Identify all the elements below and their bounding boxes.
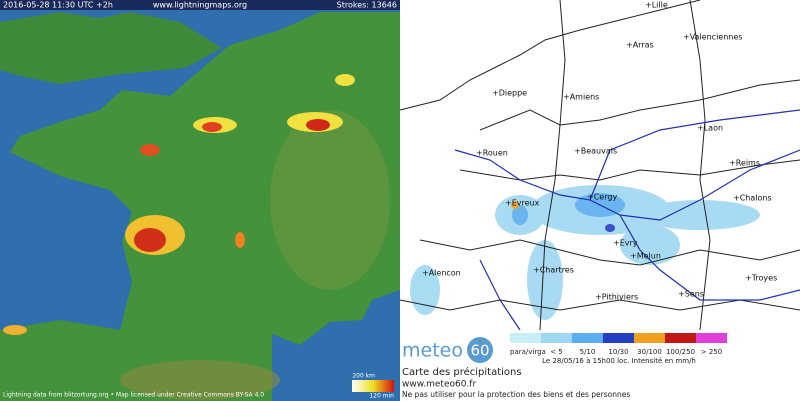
url: www.meteo60.fr [402, 380, 476, 390]
disclaimer: Ne pas utiliser pour la protection des b… [402, 390, 630, 399]
legend-label: 5/10 [580, 348, 596, 356]
city-label: +Beauvais [574, 147, 617, 156]
relief [120, 360, 280, 400]
legend-label: 10/30 [608, 348, 628, 356]
legend-label: > 250 [701, 348, 722, 356]
legend-label: 30/100 [637, 348, 662, 356]
legend-swatch [572, 333, 603, 343]
city-label: +Laon [697, 124, 723, 133]
scale-distance: 200 km [352, 373, 375, 380]
city-label: +Rouen [476, 149, 508, 158]
continent [0, 12, 400, 401]
timestamp: 2016-05-28 11:30 UTC +2h [3, 1, 113, 10]
legend-swatch [541, 333, 572, 343]
precip-map [400, 0, 800, 330]
city-label: +Lille [645, 1, 668, 10]
legend-swatch [510, 333, 541, 343]
site: www.lightningmaps.org [153, 1, 247, 10]
legend-label: para/virga [510, 348, 546, 356]
city-label: +Amiens [563, 93, 599, 102]
legend-swatch [634, 333, 665, 343]
city-label: +Chartres [533, 266, 574, 275]
city-label: +Melun [630, 252, 661, 261]
strokes: Strokes: 13646 [337, 1, 397, 10]
legend-swatch [603, 333, 634, 343]
storms [3, 74, 355, 335]
logo-circle [467, 337, 493, 363]
legend-swatch [665, 333, 696, 343]
date-note: Le 28/05/16 à 15h00 loc. Intensité en mm… [542, 357, 696, 365]
city-label: +Dieppe [492, 89, 527, 98]
header-bar [0, 0, 400, 10]
city-label: +Cergy [587, 193, 617, 202]
time-scale [352, 380, 394, 392]
legend-label: 100/250 [666, 348, 695, 356]
borders [399, 0, 800, 331]
city-label: +Arras [626, 41, 654, 50]
city-label: +Valenciennes [683, 33, 742, 42]
legend-swatch [696, 333, 727, 343]
logo-word: meteo [402, 340, 463, 362]
city-label: +Alencon [422, 269, 461, 278]
title: Carte des précipitations [402, 366, 522, 378]
logo-number: 60 [470, 342, 489, 360]
city-label: +Reims [729, 159, 760, 168]
city-label: +Troyes [745, 274, 777, 283]
city-label: +Pithiviers [595, 293, 638, 302]
scale-time: 120 min [369, 393, 394, 400]
legend-label: < 5 [550, 348, 563, 356]
footer: Lightning data from blitzortung.org • Ma… [3, 392, 264, 399]
city-label: +Evreux [505, 199, 540, 208]
city-label: +Sens [678, 290, 704, 299]
city-label: +Evry [613, 239, 638, 248]
city-label: +Chalons [733, 194, 772, 203]
relief [270, 110, 390, 290]
rivers [454, 109, 800, 331]
england [0, 12, 222, 84]
